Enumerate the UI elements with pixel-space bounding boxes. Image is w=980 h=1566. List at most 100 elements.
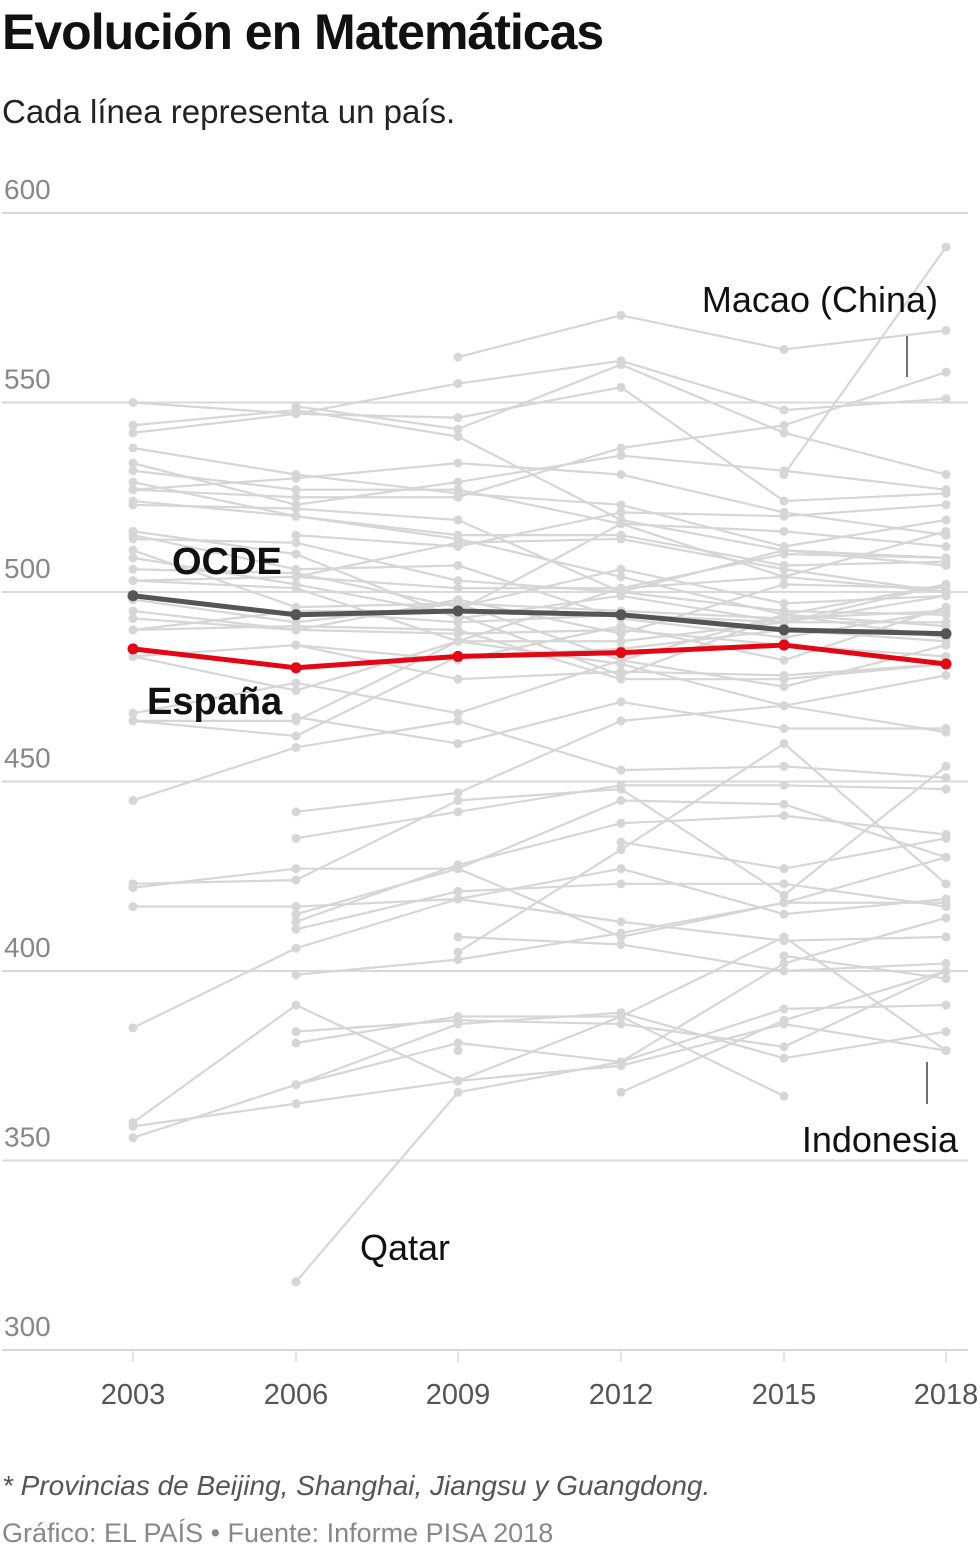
x-axis: 2003 2006 2009 2012 2015 2018	[101, 1350, 978, 1411]
data-point	[127, 643, 139, 655]
data-point	[128, 530, 138, 540]
y-gridlines	[2, 212, 968, 1351]
data-point	[453, 807, 463, 817]
data-point	[616, 451, 626, 461]
data-point	[453, 947, 463, 957]
data-point	[291, 742, 301, 752]
data-point	[291, 1277, 301, 1287]
data-point	[128, 1023, 138, 1033]
data-point	[128, 902, 138, 912]
data-point	[291, 549, 301, 559]
country-line	[291, 780, 951, 843]
data-point	[291, 917, 301, 927]
data-point	[941, 325, 951, 335]
country-line	[128, 894, 951, 1033]
data-point	[941, 488, 951, 498]
data-point	[615, 647, 627, 659]
data-point	[940, 628, 952, 640]
data-point	[453, 413, 463, 423]
data-point	[941, 651, 951, 661]
data-point	[616, 674, 626, 684]
data-point	[128, 477, 138, 487]
data-point	[779, 610, 789, 620]
country-line	[128, 451, 951, 510]
data-point	[616, 667, 626, 677]
data-point	[941, 610, 951, 620]
data-point	[453, 560, 463, 570]
label-macao: Macao (China)	[702, 279, 938, 320]
data-point	[779, 496, 789, 506]
data-point	[941, 242, 951, 252]
data-point	[616, 780, 626, 790]
country-line	[128, 864, 951, 942]
data-point	[941, 773, 951, 783]
data-point	[616, 939, 626, 949]
data-point	[453, 583, 463, 593]
data-point	[453, 932, 463, 942]
data-point	[291, 875, 301, 885]
country-line	[453, 739, 951, 957]
data-point	[779, 761, 789, 771]
data-point	[778, 624, 790, 636]
data-point	[779, 898, 789, 908]
data-point	[616, 360, 626, 370]
source-credit: Gráfico: EL PAÍS • Fuente: Informe PISA …	[2, 1518, 554, 1548]
data-point	[779, 579, 789, 589]
data-point	[615, 609, 627, 621]
data-point	[779, 405, 789, 415]
data-point	[453, 860, 463, 870]
data-point	[941, 1027, 951, 1037]
data-point	[616, 636, 626, 646]
data-point	[291, 1080, 301, 1090]
chart-title: Evolución en Matemáticas	[2, 4, 604, 60]
data-point	[291, 686, 301, 696]
data-point	[941, 591, 951, 601]
data-point	[452, 650, 464, 662]
x-tick-2006: 2006	[264, 1379, 329, 1411]
data-point	[453, 1046, 463, 1056]
data-point	[290, 609, 302, 621]
data-point	[453, 485, 463, 495]
line-spain	[127, 639, 952, 674]
data-point	[941, 500, 951, 510]
data-point	[128, 420, 138, 430]
data-point	[291, 864, 301, 874]
data-point	[291, 538, 301, 548]
data-point	[128, 625, 138, 635]
data-point	[779, 545, 789, 555]
country-line	[128, 356, 951, 419]
data-point	[128, 496, 138, 506]
data-point	[941, 367, 951, 377]
data-point	[616, 443, 626, 453]
data-point	[941, 560, 951, 570]
data-point	[616, 500, 626, 510]
data-point	[779, 780, 789, 790]
data-point	[779, 799, 789, 809]
data-point	[128, 614, 138, 624]
data-point	[940, 658, 952, 670]
country-line	[128, 716, 951, 805]
data-point	[616, 310, 626, 320]
country-line	[128, 1011, 789, 1131]
data-point	[941, 1000, 951, 1010]
data-point	[941, 852, 951, 862]
data-point	[291, 405, 301, 415]
data-point	[291, 1099, 301, 1109]
data-point	[453, 894, 463, 904]
data-point	[616, 625, 626, 635]
data-point	[291, 485, 301, 495]
data-point	[128, 458, 138, 468]
data-point	[779, 909, 789, 919]
data-point	[616, 534, 626, 544]
y-tick-550: 550	[4, 364, 51, 395]
label-oecd: OCDE	[172, 541, 282, 583]
data-point	[779, 507, 789, 517]
data-point	[779, 344, 789, 354]
data-point	[941, 515, 951, 525]
country-line	[291, 795, 951, 919]
country-line	[453, 310, 951, 362]
data-point	[453, 1076, 463, 1086]
data-point	[941, 530, 951, 540]
data-point	[941, 894, 951, 904]
data-point	[616, 1011, 626, 1021]
